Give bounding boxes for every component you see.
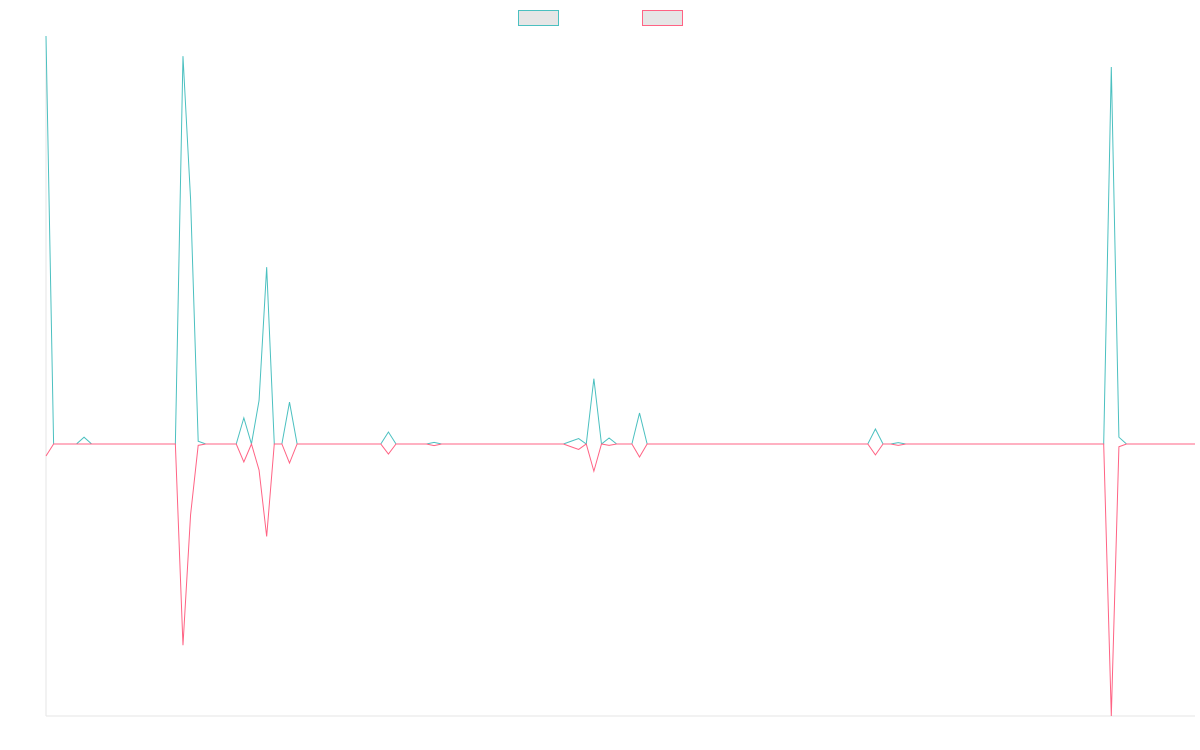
series-line xyxy=(45,442,1195,717)
series-line xyxy=(45,35,1195,445)
legend-swatch xyxy=(518,10,559,26)
legend-swatch xyxy=(642,10,683,26)
